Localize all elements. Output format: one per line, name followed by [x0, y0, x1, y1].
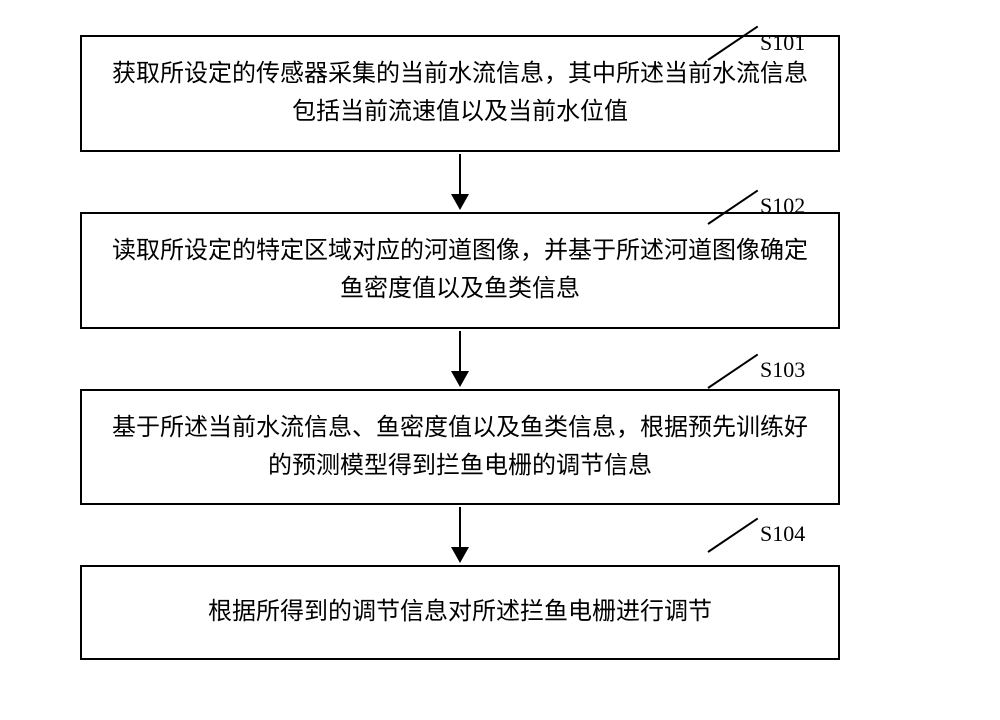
arrow-head [451, 371, 469, 387]
step-label-s102: S102 [760, 193, 805, 219]
arrow-head [451, 547, 469, 563]
step-label-s104: S104 [760, 521, 805, 547]
step-label-s101: S101 [760, 30, 805, 56]
arrow-line [459, 154, 461, 196]
arrow-3-4 [80, 505, 840, 565]
step-box-s102: 读取所设定的特定区域对应的河道图像，并基于所述河道图像确定鱼密度值以及鱼类信息 [80, 212, 840, 329]
arrow-head [451, 194, 469, 210]
step-label-s103: S103 [760, 357, 805, 383]
arrow-1-2 [80, 152, 840, 212]
arrow-2-3 [80, 329, 840, 389]
step-text: 获取所设定的传感器采集的当前水流信息，其中所述当前水流信息包括当前流速值以及当前… [112, 61, 808, 125]
step-box-s101: 获取所设定的传感器采集的当前水流信息，其中所述当前水流信息包括当前流速值以及当前… [80, 35, 840, 152]
flowchart-container: S101 获取所设定的传感器采集的当前水流信息，其中所述当前水流信息包括当前流速… [80, 35, 920, 660]
step-box-s103: 基于所述当前水流信息、鱼密度值以及鱼类信息，根据预先训练好的预测模型得到拦鱼电栅… [80, 389, 840, 506]
step-text: 读取所设定的特定区域对应的河道图像，并基于所述河道图像确定鱼密度值以及鱼类信息 [112, 238, 808, 302]
step-text: 根据所得到的调节信息对所述拦鱼电栅进行调节 [208, 599, 712, 625]
step-box-s104: 根据所得到的调节信息对所述拦鱼电栅进行调节 [80, 565, 840, 659]
arrow-line [459, 331, 461, 373]
step-text: 基于所述当前水流信息、鱼密度值以及鱼类信息，根据预先训练好的预测模型得到拦鱼电栅… [112, 415, 808, 479]
arrow-line [459, 507, 461, 549]
